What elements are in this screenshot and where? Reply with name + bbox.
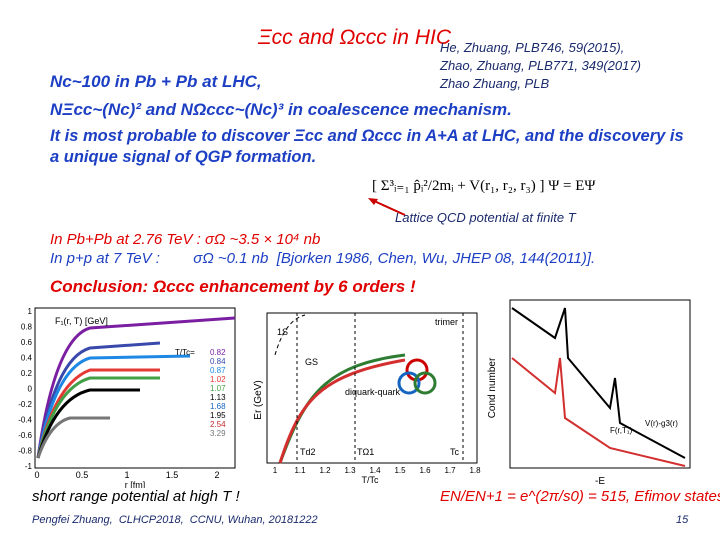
y-tick-label: -0.4 <box>18 416 32 425</box>
reference: He, Zhuang, PLB746, 59(2015), <box>440 40 625 55</box>
x-tick-label: 1.3 <box>344 466 356 475</box>
x-axis-label: -E <box>595 476 605 487</box>
y-tick-label: -0.8 <box>18 447 32 456</box>
plot-label: Tc <box>450 447 460 457</box>
y-tick-label: -1 <box>25 462 33 471</box>
y-tick-label: -0.6 <box>18 431 32 440</box>
x-tick-label: 1.8 <box>469 466 481 475</box>
plot-label: GS <box>305 357 318 367</box>
legend-entry: 1.13 <box>210 393 226 402</box>
footer: Pengfei Zhuang, CLHCP2018, CCNU, Wuhan, … <box>32 514 318 526</box>
plot-label: F(r,T₁) <box>610 426 633 435</box>
legend-entry: 0.84 <box>210 357 226 366</box>
pbpb-line: In Pb+Pb at 2.76 TeV : σΩ ~3.5 × 10⁴ nb <box>50 231 321 248</box>
plot-label: diquark-quark <box>345 387 401 397</box>
legend-entry: 1.68 <box>210 402 226 411</box>
curve <box>278 353 406 464</box>
icon <box>413 371 437 395</box>
plot-label: trimer <box>435 317 458 327</box>
x-axis-label: r [fm] <box>125 480 146 488</box>
frame <box>34 307 236 469</box>
frame <box>266 312 478 464</box>
plot-label: TΩ1 <box>357 447 374 457</box>
plot-label: Td2 <box>300 447 316 457</box>
middle-plot: 1S GS trimer diquark-quark Td2 TΩ1 Tc 1 1.1 1.2 1.… <box>253 312 481 485</box>
equation: [ Σ³ᵢ₌₁ p̂ᵢ²/2mᵢ + V(r₁, r₂, r₃) ] Ψ = E… <box>372 178 596 194</box>
y-tick-label: -0.2 <box>18 400 32 409</box>
x-tick-label: 1.5 <box>166 470 179 480</box>
plot-label: V(r)-g3(r) <box>645 419 678 428</box>
x-tick-label: 2 <box>214 470 219 480</box>
title: Ξcc and Ωccc in HIC <box>258 26 451 49</box>
legend-entry: 0.82 <box>210 348 226 357</box>
x-tick-label: 1.7 <box>444 466 456 475</box>
y-tick-label: 0.8 <box>21 323 33 332</box>
legend-entry: 0.87 <box>210 366 226 375</box>
text-line: a unique signal of QGP formation. <box>50 148 317 166</box>
legend-entry: 2.54 <box>210 420 226 429</box>
y-tick-label: 0.2 <box>21 369 33 378</box>
x-tick-label: 1.2 <box>319 466 331 475</box>
x-tick-label: 0 <box>34 470 39 480</box>
left-plot: 10.80.60.40.20-0.2-0.4-0.6-0.8-10 0.5 1 1.5… <box>18 307 236 488</box>
x-axis-label: T/Tc <box>362 475 379 485</box>
formula: EN/EN+1 = e^(2π/s0) = 515, Efimov states… <box>440 488 720 505</box>
page-number: 15 <box>676 514 689 526</box>
curve <box>36 416 110 459</box>
plot-label: 1S <box>277 327 288 337</box>
icon <box>397 371 421 395</box>
curve <box>511 307 686 459</box>
text-line: It is most probable to discover Ξcc and … <box>50 127 684 145</box>
text-line: NΞcc~(Nc)² and NΩccc~(Nc)³ in coalescenc… <box>50 100 512 119</box>
annotation: Lattice QCD potential at finite T <box>395 210 576 225</box>
caption: short range potential at high T ! <box>32 488 240 505</box>
x-tick-label: 1.6 <box>419 466 431 475</box>
y-axis-label: Cond number <box>487 357 498 418</box>
curve <box>36 341 161 459</box>
x-tick-label: 1 <box>273 466 278 475</box>
arrow <box>368 198 406 216</box>
curve <box>274 314 306 356</box>
right-plot: Cond number -E F(r,T₁) V(r)-g3(r) <box>487 299 691 487</box>
curve <box>511 357 686 467</box>
frame <box>509 299 691 469</box>
x-tick-label: 1.5 <box>394 466 406 475</box>
reference: Zhao Zhuang, PLB <box>440 76 550 91</box>
y-axis-label: Er (GeV) <box>253 380 264 419</box>
reference: Zhao, Zhuang, PLB771, 349(2017) <box>440 58 641 73</box>
text-line: Nc~100 in Pb + Pb at LHC, <box>50 72 262 91</box>
y-tick-label: 0.6 <box>21 338 33 347</box>
x-tick-label: 1.4 <box>369 466 381 475</box>
y-tick-label: 1 <box>28 307 33 316</box>
x-tick-label: 1 <box>124 470 129 480</box>
conclusion: Conclusion: Ωccc enhancement by 6 orders… <box>50 277 416 296</box>
pp-line: In p+p at 7 TeV : σΩ ~0.1 nb [Bjorken 19… <box>50 250 596 267</box>
legend-entry: 3.29 <box>210 429 226 438</box>
legend-entry: 1.07 <box>210 384 226 393</box>
legend-entry: 1.02 <box>210 375 226 384</box>
x-tick-label: 0.5 <box>76 470 89 480</box>
legend-entry: 1.95 <box>210 411 226 420</box>
legend-title: T/Tc= <box>175 348 195 357</box>
x-tick-label: 1.1 <box>294 466 306 475</box>
y-axis-label: F₁(r, T) [GeV] <box>55 316 108 326</box>
y-tick-label: 0.4 <box>21 354 33 363</box>
curve <box>278 358 406 464</box>
y-tick-label: 0 <box>28 385 33 394</box>
